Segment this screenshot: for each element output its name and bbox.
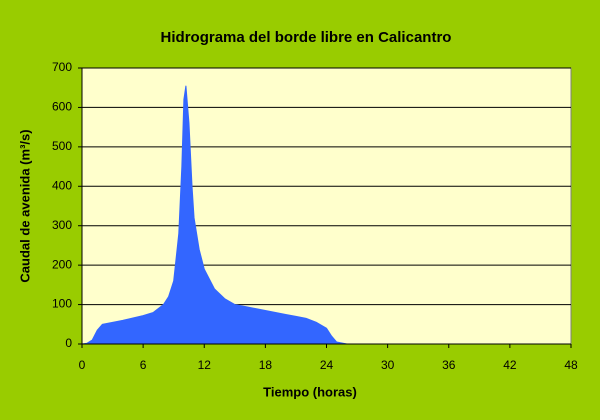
y-tick-label: 500 — [52, 139, 72, 153]
y-tick-label: 0 — [65, 336, 72, 350]
y-tick-label: 600 — [52, 100, 72, 114]
x-tick-label: 18 — [259, 358, 273, 372]
y-tick-label: 400 — [52, 178, 72, 192]
x-tick-label: 36 — [442, 358, 456, 372]
y-tick-label: 300 — [52, 218, 72, 232]
x-tick-label: 48 — [564, 358, 578, 372]
x-tick-label: 24 — [320, 358, 334, 372]
x-axis-label: Tiempo (horas) — [263, 384, 357, 399]
plot-area — [81, 67, 572, 345]
x-tick-label: 6 — [140, 358, 147, 372]
y-axis-label: Caudal de avenida (m³/s) — [17, 129, 32, 282]
x-tick-label: 0 — [79, 358, 86, 372]
x-tick-label: 42 — [503, 358, 517, 372]
y-tick-label: 200 — [52, 257, 72, 271]
y-tick-label: 700 — [52, 60, 72, 74]
chart-title: Hidrograma del borde libre en Calicantro — [161, 29, 452, 46]
x-tick-label: 30 — [381, 358, 395, 372]
y-tick-label: 100 — [52, 297, 72, 311]
area — [81, 85, 571, 345]
x-tick-label: 12 — [198, 358, 212, 372]
